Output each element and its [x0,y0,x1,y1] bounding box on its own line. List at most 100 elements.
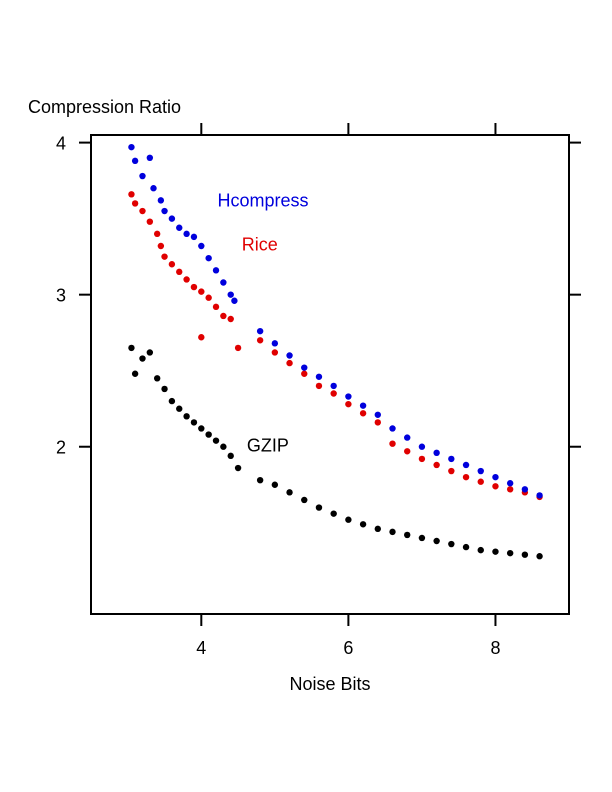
data-point [146,349,154,356]
data-point [220,279,227,286]
data-point [521,486,529,493]
data-point [139,172,146,180]
data-point [176,405,183,412]
axis-ticks [79,123,581,626]
data-point [506,480,514,487]
data-point [256,337,264,344]
data-point [157,242,165,250]
data-point [190,283,198,291]
series-label-hcompress: Hcompress [217,190,308,210]
data-point [183,230,190,238]
data-point [231,297,238,304]
data-point [286,489,293,496]
data-point [183,413,190,420]
data-point [330,382,337,390]
plot-frame [90,134,570,615]
data-point [301,370,308,377]
data-point [128,143,135,151]
data-point [315,382,323,390]
data-point [492,548,499,555]
data-point [271,481,279,488]
data-point [198,242,205,250]
data-point [205,294,212,301]
data-point [153,375,161,382]
x-axis-label: Noise Bits [289,674,370,694]
series-label-rice: Rice [242,235,278,255]
data-point [212,267,220,274]
data-point [536,553,543,560]
data-point [418,455,426,463]
y-tick-label: 2 [56,438,66,458]
data-point [183,276,190,283]
data-point [506,486,514,493]
data-point [448,467,455,475]
data-point [212,303,220,311]
data-point [234,344,242,352]
data-points [128,143,543,560]
data-point [271,349,279,356]
data-point [477,478,484,485]
data-point [161,253,168,260]
data-point [301,364,308,371]
data-point [301,496,308,504]
data-point [389,425,396,432]
data-point [161,385,168,393]
data-point [161,207,168,215]
data-point [234,464,242,472]
data-point [198,425,205,432]
data-point [448,540,455,548]
data-point [374,419,381,426]
data-point [176,224,183,231]
data-point [433,461,440,469]
data-point [506,549,514,557]
data-point [198,288,205,295]
data-point [330,390,337,397]
data-point [286,352,293,359]
data-point [256,327,264,335]
data-point [128,191,135,198]
data-point [404,448,411,455]
data-point [220,443,227,450]
axis-tick-labels: 4 6 8 2 3 4 [56,134,500,658]
data-point [131,370,139,377]
data-point [131,200,139,207]
data-point [227,452,234,460]
data-point [433,449,440,457]
data-point [205,254,212,262]
data-point [477,467,484,475]
data-point [462,473,470,481]
data-point [359,521,367,528]
data-point [315,373,323,380]
data-point [168,215,176,222]
data-point [389,440,396,447]
data-point [256,476,264,484]
y-tick-label: 4 [56,134,66,154]
data-point [315,504,323,511]
data-point [404,434,411,441]
data-point [345,400,352,408]
y-axis-label: Compression Ratio [28,97,181,117]
data-point [139,207,146,215]
data-point [433,537,440,545]
data-point [153,230,161,238]
data-point [220,312,227,320]
data-point [176,268,183,276]
data-point [212,437,220,444]
data-point [389,528,396,536]
data-point [418,443,426,450]
data-point [157,197,165,204]
data-point [190,419,198,426]
data-point [271,340,279,347]
series-labels: Hcompress Rice GZIP [217,190,308,455]
data-point [198,334,205,341]
data-point [374,525,381,533]
series-rice [128,191,543,501]
data-point [477,546,484,554]
data-point [168,261,176,268]
data-point [227,291,234,298]
x-tick-label: 6 [343,638,353,658]
data-point [190,233,198,241]
y-tick-label: 3 [56,286,66,306]
data-point [128,344,135,352]
series-gzip [128,344,543,560]
